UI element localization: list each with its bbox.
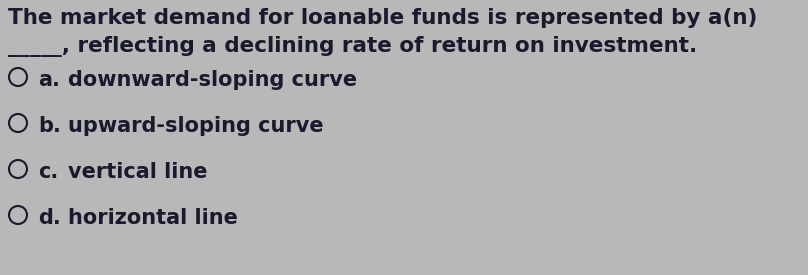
Text: a.: a. [38,70,60,90]
Text: downward-sloping curve: downward-sloping curve [68,70,357,90]
Text: The market demand for loanable funds is represented by a(n): The market demand for loanable funds is … [8,8,757,28]
Text: vertical line: vertical line [68,162,208,182]
Text: d.: d. [38,208,61,228]
Text: b.: b. [38,116,61,136]
Text: _____, reflecting a declining rate of return on investment.: _____, reflecting a declining rate of re… [8,36,697,57]
Text: horizontal line: horizontal line [68,208,238,228]
Text: upward-sloping curve: upward-sloping curve [68,116,324,136]
Text: c.: c. [38,162,58,182]
